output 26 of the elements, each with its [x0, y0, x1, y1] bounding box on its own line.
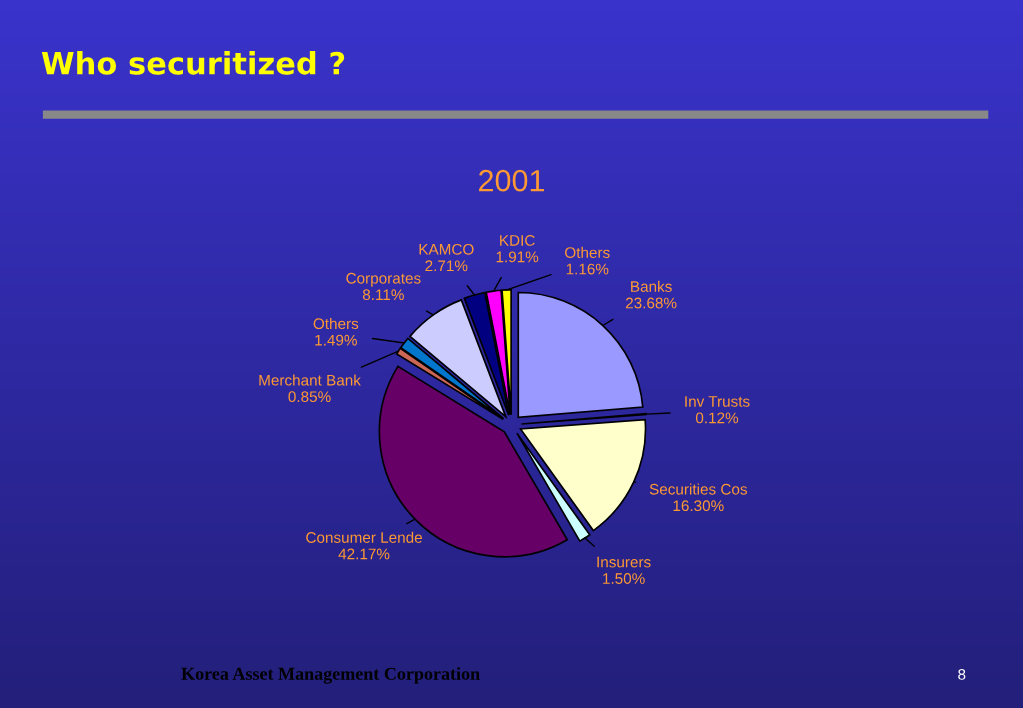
slice-label: Inv Trusts	[685, 396, 750, 407]
slice-label: Others	[313, 317, 359, 330]
text: Korea Asset Management Corporation	[181, 667, 480, 684]
data-label: 0.12%	[695, 412, 739, 424]
data-label: 8.11%	[362, 289, 404, 301]
data-label: 1.16%	[566, 263, 609, 275]
text: 8	[958, 669, 966, 680]
slice-label: KAMCO	[419, 243, 474, 255]
data-label: 42.17%	[338, 548, 390, 560]
slice-label: Consumer Lende	[306, 531, 422, 543]
data-label: 1.50%	[603, 573, 645, 584]
slice-label: Securities Cos	[649, 483, 747, 495]
text: Who securitized ?	[41, 51, 345, 75]
data-label: 1.91%	[496, 251, 539, 263]
slice-label: Banks	[631, 280, 672, 292]
data-label: 0.85%	[288, 391, 331, 403]
slice-label: Insurers	[597, 556, 651, 568]
data-label: 23.68%	[625, 297, 677, 309]
slice-label: Merchant Bank	[259, 374, 361, 386]
slice-label: Others	[565, 246, 610, 258]
data-label: 1.49%	[315, 334, 357, 346]
data-label: 16.30%	[673, 500, 724, 512]
chart-title: 2001	[479, 169, 544, 192]
data-label: 2.71%	[425, 260, 468, 272]
slice-label: KDIC	[500, 235, 535, 246]
slice-label: Corporates	[346, 272, 421, 287]
